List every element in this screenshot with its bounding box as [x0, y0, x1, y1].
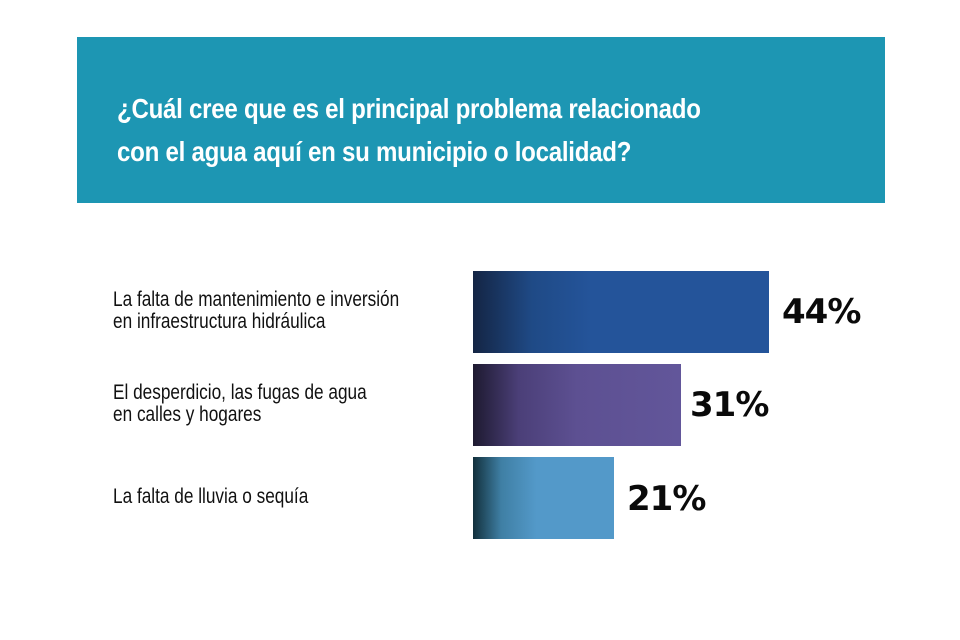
- bar-label-1-line-1: La falta de mantenimiento e inversión: [113, 288, 400, 311]
- chart-title: ¿Cuál cree que es el principal problema …: [117, 87, 753, 173]
- bar-3: [473, 457, 614, 539]
- bar-value-2: 31%: [690, 385, 769, 425]
- bar-label-3: La falta de lluvia o sequía: [113, 486, 308, 508]
- bar-label-3-line-1: La falta de lluvia o sequía: [113, 485, 309, 508]
- title-line-1: ¿Cuál cree que es el principal problema …: [117, 93, 701, 124]
- bar-label-1: La falta de mantenimiento e inversión en…: [113, 289, 399, 333]
- bar-label-2: El desperdicio, las fugas de agua en cal…: [113, 382, 367, 426]
- bar-label-2-line-1: El desperdicio, las fugas de agua: [113, 381, 367, 404]
- bar-label-2-line-2: en calles y hogares: [113, 403, 262, 426]
- title-line-2: con el agua aquí en su municipio o local…: [117, 136, 632, 167]
- question-header: ¿Cuál cree que es el principal problema …: [77, 37, 885, 203]
- bar-value-1: 44%: [782, 292, 861, 332]
- bar-1: [473, 271, 769, 353]
- bar-value-3: 21%: [627, 479, 706, 519]
- bar-label-1-line-2: en infraestructura hidráulica: [113, 310, 326, 333]
- bar-2: [473, 364, 681, 446]
